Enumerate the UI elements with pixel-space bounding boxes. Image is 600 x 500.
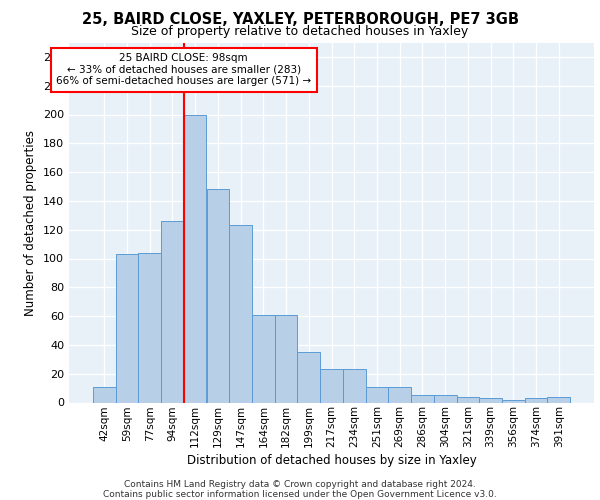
Bar: [365, 386, 388, 402]
Text: 25 BAIRD CLOSE: 98sqm
← 33% of detached houses are smaller (283)
66% of semi-det: 25 BAIRD CLOSE: 98sqm ← 33% of detached …: [56, 54, 311, 86]
Bar: [343, 370, 365, 402]
Bar: [457, 396, 479, 402]
Bar: [524, 398, 547, 402]
Bar: [252, 314, 275, 402]
Bar: [320, 370, 343, 402]
Text: 25, BAIRD CLOSE, YAXLEY, PETERBOROUGH, PE7 3GB: 25, BAIRD CLOSE, YAXLEY, PETERBOROUGH, P…: [82, 12, 518, 26]
X-axis label: Distribution of detached houses by size in Yaxley: Distribution of detached houses by size …: [187, 454, 476, 468]
Bar: [93, 386, 116, 402]
Bar: [139, 252, 161, 402]
Bar: [275, 314, 298, 402]
Text: Size of property relative to detached houses in Yaxley: Size of property relative to detached ho…: [131, 25, 469, 38]
Bar: [184, 114, 206, 403]
Bar: [388, 386, 411, 402]
Bar: [434, 396, 457, 402]
Y-axis label: Number of detached properties: Number of detached properties: [25, 130, 37, 316]
Bar: [547, 396, 570, 402]
Bar: [479, 398, 502, 402]
Text: Contains HM Land Registry data © Crown copyright and database right 2024.
Contai: Contains HM Land Registry data © Crown c…: [103, 480, 497, 499]
Bar: [229, 226, 252, 402]
Bar: [411, 396, 434, 402]
Bar: [298, 352, 320, 403]
Bar: [116, 254, 139, 402]
Bar: [161, 221, 184, 402]
Bar: [502, 400, 524, 402]
Bar: [206, 190, 229, 402]
